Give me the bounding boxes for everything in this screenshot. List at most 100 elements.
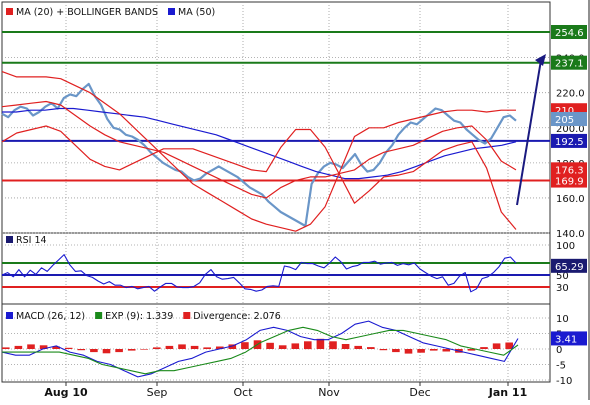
- macd-y-tick-label: -5: [556, 361, 566, 372]
- legend-label: RSI 14: [16, 235, 47, 246]
- price-panel-frame: [1, 1, 551, 234]
- divergence-bar: [90, 349, 98, 353]
- legend-label: MACD (26, 12): [16, 311, 85, 322]
- legend-swatch: [6, 312, 13, 319]
- divergence-bar: [127, 349, 136, 351]
- macd-line: [1, 320, 519, 378]
- rsi-y-tick-label: 50: [556, 271, 569, 282]
- divergence-bar: [140, 349, 148, 350]
- divergence-bar: [153, 347, 161, 349]
- legend-swatch: [95, 312, 103, 319]
- projection-arrow: [516, 59, 542, 206]
- legend-label: MA (20) + BOLLINGER BANDS: [16, 7, 158, 18]
- x-tick-label: Nov: [318, 386, 340, 399]
- price-y-tick-label: 220.0: [556, 89, 585, 100]
- macd-y-tick-label: -10: [556, 376, 572, 387]
- level-tag-label: 169.9: [555, 177, 584, 188]
- x-tick-label: Oct: [233, 386, 253, 399]
- x-tick-label: Sep: [147, 386, 168, 399]
- value-tag-bg-2: [551, 162, 587, 177]
- divergence-bar: [266, 342, 274, 349]
- divergence-bar: [429, 349, 438, 351]
- legend-swatch: [183, 312, 191, 319]
- bollinger-lower-line: [1, 125, 517, 230]
- rsi-y-tick-label: 30: [556, 283, 569, 294]
- divergence-bar: [178, 344, 186, 349]
- value-tag-label: 210: [555, 106, 574, 117]
- level-tag-label: 192.5: [555, 137, 584, 148]
- rsi-line: [1, 254, 517, 293]
- value-tag-label: 176.3: [555, 165, 584, 176]
- ma50-line: [2, 107, 517, 180]
- divergence-bar: [442, 349, 451, 352]
- divergence-bar: [392, 349, 400, 353]
- divergence-bar: [27, 344, 35, 349]
- divergence-bar: [190, 345, 199, 349]
- divergence-bar: [404, 349, 413, 354]
- level-tag-bg-1: [551, 55, 587, 70]
- ma20-line: [1, 100, 517, 199]
- divergence-bar: [329, 341, 337, 350]
- divergence-bar: [115, 349, 123, 353]
- divergence-bar: [316, 338, 325, 349]
- divergence-bar: [241, 342, 249, 349]
- macd-tag-bg: [551, 331, 587, 346]
- legend-swatch: [168, 8, 175, 15]
- divergence-bar: [341, 344, 350, 349]
- divergence-bar: [505, 342, 513, 349]
- price-y-tick-label: 160.0: [556, 194, 585, 205]
- divergence-bar: [102, 349, 111, 354]
- level-tag-label: 237.1: [555, 59, 584, 70]
- x-tick-label: Aug 10: [44, 386, 88, 399]
- divergence-bar: [492, 343, 501, 349]
- level-tag-bg-3: [551, 173, 587, 188]
- price-y-tick-label: 140.0: [556, 229, 585, 240]
- divergence-bar: [203, 347, 211, 349]
- rsi-tag-label: 65.29: [555, 262, 584, 273]
- divergence-bar: [467, 349, 476, 351]
- value-tag-bg-1: [551, 111, 587, 126]
- divergence-bar: [278, 345, 287, 349]
- macd-signal-line: [2, 326, 519, 375]
- macd-tag-label: 3.41: [555, 334, 577, 345]
- rsi-tag-bg: [551, 258, 587, 273]
- divergence-bar: [304, 341, 312, 350]
- divergence-bar: [379, 349, 388, 351]
- x-tick-label: Dec: [409, 386, 430, 399]
- value-tag-label: 205: [555, 115, 574, 126]
- macd-y-tick-label: 0: [556, 345, 562, 356]
- price-line: [1, 82, 517, 228]
- divergence-bar: [39, 345, 48, 349]
- divergence-bar: [64, 347, 73, 349]
- divergence-bar: [52, 346, 60, 349]
- divergence-bar: [2, 347, 10, 349]
- level-tag-label: 254.6: [555, 28, 584, 39]
- rsi-panel-frame: [1, 232, 551, 305]
- macd-panel-frame: [1, 303, 551, 383]
- legend-label: Divergence: 2.076: [193, 311, 281, 322]
- divergence-bar: [14, 345, 23, 349]
- price-y-tick-label: 200.0: [556, 124, 585, 135]
- divergence-bar: [354, 345, 362, 349]
- x-tick-label: Jan 11: [488, 386, 527, 399]
- divergence-bar: [77, 349, 86, 351]
- legend-label: EXP (9): 1.339: [105, 311, 173, 322]
- divergence-bar: [216, 346, 224, 349]
- divergence-bar: [291, 343, 300, 349]
- legend-swatch: [6, 236, 13, 243]
- divergence-bar: [367, 347, 375, 349]
- divergence-bar: [480, 347, 488, 349]
- divergence-bar: [228, 344, 237, 349]
- bollinger-upper-line: [1, 71, 516, 232]
- divergence-bar: [165, 345, 174, 349]
- legend-swatch: [6, 8, 13, 15]
- macd-y-tick-label: 10: [556, 314, 569, 325]
- rsi-y-tick-label: 100: [556, 241, 575, 252]
- divergence-bar: [417, 349, 425, 353]
- legend-label: MA (50): [178, 7, 215, 18]
- level-tag-bg-2: [551, 133, 587, 148]
- level-tag-bg-0: [551, 25, 587, 39]
- projection-arrowhead: [535, 54, 546, 66]
